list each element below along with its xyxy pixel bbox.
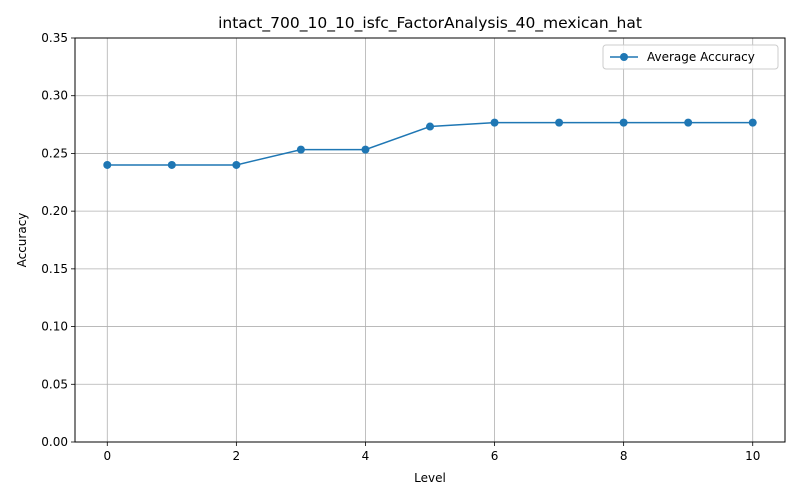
data-point (103, 160, 112, 169)
y-tick-label: 0.05 (41, 377, 68, 391)
x-tick-label: 6 (491, 449, 499, 463)
series-layer (103, 118, 757, 169)
y-axis-label: Accuracy (15, 213, 29, 268)
data-point (361, 145, 370, 154)
y-tick-label: 0.00 (41, 435, 68, 449)
x-tick-label: 2 (233, 449, 241, 463)
x-axis-label: Level (414, 471, 446, 485)
x-tick-label: 8 (620, 449, 628, 463)
legend-marker (620, 53, 628, 61)
x-tick-label: 4 (362, 449, 370, 463)
x-tick-label: 10 (745, 449, 760, 463)
y-tick-label: 0.25 (41, 146, 68, 160)
data-point (426, 122, 434, 131)
y-tick-label: 0.10 (41, 320, 68, 334)
data-point (619, 118, 628, 127)
data-point (167, 160, 176, 169)
y-tick-label: 0.15 (41, 262, 68, 276)
data-point (296, 145, 305, 154)
y-tick-label: 0.20 (41, 204, 68, 218)
plot-frame (74, 37, 786, 443)
legend-box (602, 44, 779, 70)
legend-entry-average-accuracy: Average Accuracy (647, 50, 755, 64)
legend: Average Accuracy (602, 44, 779, 70)
chart-title: intact_700_10_10_isfc_FactorAnalysis_40_… (218, 14, 642, 33)
data-point (748, 118, 757, 127)
y-tick-label: 0.35 (41, 31, 68, 45)
data-point (555, 118, 564, 127)
data-point (684, 118, 693, 127)
y-tick-label: 0.30 (41, 89, 68, 103)
x-tick-label: 0 (103, 449, 111, 463)
data-point (232, 160, 241, 169)
axis-ticks: 0 2 4 6 8 10 0.00 0.05 0.10 0.15 0.20 0.25 0.30 0.35 (41, 31, 760, 463)
data-point (490, 118, 499, 127)
